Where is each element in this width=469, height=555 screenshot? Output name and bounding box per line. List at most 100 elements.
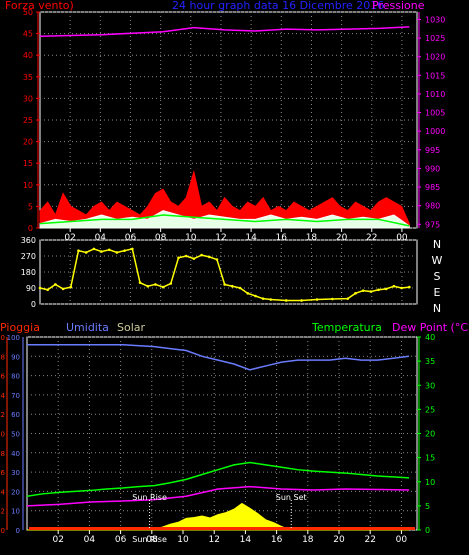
wind-direction-point — [331, 297, 334, 301]
direction-compass-label: N — [433, 238, 441, 251]
temperature-y-tick-label: 20 — [425, 430, 435, 439]
temperature-panel-x-tick-label: 12 — [208, 535, 219, 545]
wind-direction-point — [223, 283, 226, 286]
direction-y-tick-label: 360 — [21, 236, 36, 245]
rain-y-tick-label: 2 — [1, 508, 5, 516]
temperature-panel-x-tick-label: 08 — [146, 535, 158, 545]
temperature-panel-x-tick-label: 06 — [115, 535, 127, 545]
wind-direction-point — [46, 288, 49, 292]
wind-direction-point — [154, 283, 157, 286]
wind-y-tick-label: 35 — [23, 73, 33, 82]
wind-y-tick-label: 0 — [28, 224, 33, 233]
wind-y-tick-label: 30 — [23, 94, 33, 103]
rain-label: Pioggia — [0, 321, 40, 334]
wind-direction-point — [161, 285, 165, 289]
wind-panel-x-tick-label: 18 — [306, 233, 318, 243]
direction-y-tick-label: 0 — [31, 300, 36, 309]
direction-y-tick-label: 90 — [26, 284, 36, 293]
wind-panel-x-tick-label: 14 — [245, 233, 257, 243]
wind-direction-point — [138, 281, 142, 284]
humidity-y-tick-label: 70 — [11, 392, 20, 400]
wind-direction-point — [238, 286, 242, 290]
chart-title: 24 hour graph data 16 Dicembre 2016 — [172, 0, 384, 12]
humidity-y-tick-label: 90 — [11, 353, 20, 361]
wind-panel-x-tick-label: 22 — [366, 233, 377, 243]
pressure-y-tick-label: 995 — [425, 146, 440, 155]
rain-y-tick-label: 12 — [0, 411, 5, 419]
wind-direction-point — [315, 298, 319, 301]
wind-panel-x-tick-label: 06 — [125, 233, 137, 243]
wind-direction-series — [39, 247, 410, 302]
direction-compass-label: S — [434, 270, 441, 283]
direction-compass-label: N — [433, 302, 441, 315]
pressure-y-tick-label: 1010 — [425, 90, 445, 99]
humidity-y-tick-label: 40 — [11, 450, 20, 458]
temperature-y-tick-label: 5 — [425, 502, 430, 511]
rain-y-tick-label: 0 — [1, 527, 5, 535]
humidity-y-tick-label: 50 — [11, 431, 20, 439]
solar-series — [27, 502, 410, 531]
wind-direction-point — [77, 249, 80, 252]
temperature-y-tick-label: 35 — [425, 357, 435, 366]
wind-direction-point — [300, 299, 303, 302]
wind-y-tick-label: 15 — [23, 159, 33, 168]
temperature-panel-frame — [26, 336, 418, 531]
wind-direction-point — [354, 292, 357, 295]
humidity-label: Umidita — [66, 321, 109, 334]
pressure-y-tick-label: 990 — [425, 164, 440, 173]
pressure-y-tick-label: 1025 — [425, 34, 445, 43]
temperature-panel-x-tick-label: 20 — [333, 535, 345, 545]
wind-direction-point — [100, 250, 103, 253]
wind-y-tick-label: 45 — [23, 30, 33, 39]
wind-direction-point — [92, 247, 96, 251]
wind-direction-point — [146, 284, 150, 288]
wind-direction-point — [400, 286, 403, 290]
rain-y-tick-label: 6 — [1, 469, 6, 477]
wind-y-tick-label: 20 — [23, 138, 33, 147]
wind-panel-x-tick-label: 04 — [95, 233, 107, 243]
wind-panel-x-tick-label: 08 — [155, 233, 167, 243]
wind-panel-x-tick-label: 12 — [215, 233, 226, 243]
wind-direction-point — [200, 253, 203, 257]
wind-panel-x-tick-label: 02 — [64, 233, 75, 243]
humidity-y-tick-label: 80 — [11, 373, 20, 381]
wind-direction-point — [115, 251, 119, 254]
humidity-y-tick-label: 0 — [16, 527, 20, 535]
wind-direction-point — [369, 290, 373, 293]
wind-direction-point — [123, 249, 126, 252]
temperature-panel-x-tick-label: 02 — [52, 535, 63, 545]
temperature-panel-x-tick-label: 18 — [302, 535, 314, 545]
temperature-panel-x-tick-label: 16 — [271, 535, 283, 545]
pressure-y-tick-label: 1005 — [425, 109, 445, 118]
wind-direction-point — [192, 257, 196, 260]
wind-direction-point — [177, 256, 180, 260]
pressure-y-tick-label: 1030 — [425, 15, 445, 24]
wind-y-tick-label: 50 — [23, 8, 33, 17]
wind-direction-point — [231, 284, 234, 288]
sun-marker-label: Sun Rise — [132, 493, 167, 502]
wind-y-tick-label: 40 — [23, 51, 33, 60]
wind-direction-point — [392, 284, 396, 288]
wind-direction-point — [408, 285, 411, 289]
wind-direction-point — [69, 285, 73, 289]
wind-direction-point — [361, 289, 365, 292]
rain-y-tick-label: 14 — [0, 392, 6, 400]
rain-series — [29, 527, 415, 530]
rain-y-tick-label: 10 — [0, 431, 5, 439]
wind-average-line — [39, 214, 410, 227]
pressure-y-tick-label: 975 — [425, 220, 440, 229]
wind-direction-point — [207, 255, 211, 259]
wind-direction-point — [269, 298, 273, 301]
wind-direction-point — [38, 286, 42, 290]
wind-y-tick-label: 10 — [23, 181, 33, 190]
pressure-axis-label: Pressione — [372, 0, 425, 12]
wind-direction-point — [84, 251, 88, 254]
wind-direction-point — [131, 247, 134, 251]
temperature-panel-x-tick-label: 14 — [240, 535, 252, 545]
pressure-y-tick-label: 1015 — [425, 71, 445, 80]
wind-direction-point — [107, 248, 111, 252]
wind-direction-point — [246, 292, 250, 295]
pressure-y-tick-label: 1000 — [425, 127, 445, 136]
wind-direction-point — [284, 299, 288, 302]
dewpoint-label: Dew Point (°C) — [392, 321, 469, 334]
